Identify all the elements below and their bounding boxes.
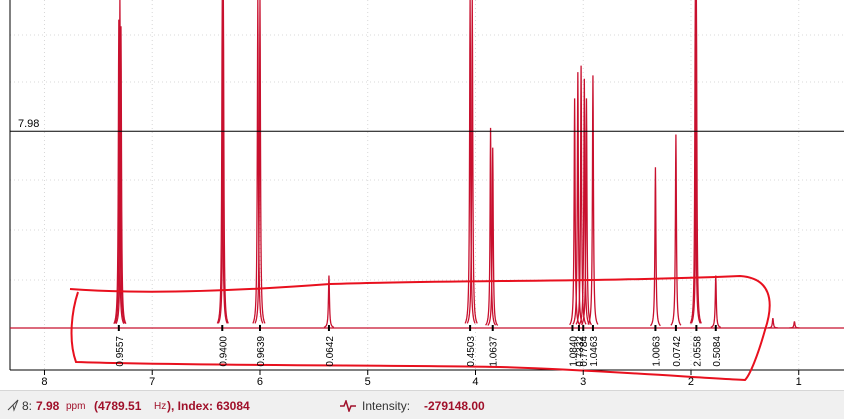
index-label: 8: [22, 399, 33, 413]
peak [115, 26, 127, 325]
x-tick-label: 8 [41, 376, 47, 388]
integral-label: 0.7332 [575, 336, 586, 367]
peak [587, 75, 599, 325]
integral-label: 0.9400 [218, 336, 229, 367]
cursor-label: 7.98 [18, 118, 39, 130]
peak [254, 0, 266, 324]
intensity-value: -279148.00 [424, 399, 485, 413]
annotation-loop [69, 274, 771, 382]
index-text: ), Index: 63084 [167, 399, 250, 413]
peak [767, 318, 778, 329]
peak [670, 134, 682, 326]
peak [323, 275, 335, 328]
peak [789, 321, 800, 329]
x-tick-label: 1 [796, 376, 802, 388]
integral-label: 0.0642 [325, 336, 336, 367]
hz-value: (4789.51 [94, 399, 142, 413]
peak [216, 0, 228, 324]
integral-label: 0.7784 [579, 336, 590, 367]
intensity-label: Intensity: [362, 399, 411, 413]
integral-label: 0.0742 [672, 336, 683, 367]
x-tick-label: 2 [688, 376, 694, 388]
peak [217, 0, 229, 324]
integral-label: 0.9557 [115, 336, 126, 367]
peak [114, 0, 126, 324]
peak [252, 0, 264, 324]
integral-label: 1.0063 [651, 336, 662, 367]
hz-unit: Hz [154, 401, 167, 412]
x-tick-label: 4 [472, 376, 478, 388]
x-tick-label: 5 [365, 376, 371, 388]
peak [578, 78, 590, 325]
integral-label: 1.0463 [589, 336, 600, 367]
integral-label: 0.5084 [712, 336, 723, 367]
x-tick-label: 7 [149, 376, 155, 388]
grid [10, 0, 844, 370]
peak [485, 127, 497, 326]
peak [466, 0, 478, 324]
ppm-value: 7.98 [36, 399, 60, 413]
integral-label: 2.0558 [692, 336, 703, 367]
peak [113, 19, 125, 324]
peak [689, 0, 701, 324]
peak [464, 0, 476, 324]
x-tick-label: 6 [257, 376, 263, 388]
peak [487, 147, 499, 326]
integral-label: 0.4503 [466, 336, 477, 367]
integral-label: 1.0637 [489, 336, 500, 367]
x-tick-label: 3 [580, 376, 586, 388]
cursor-icon [7, 399, 19, 412]
peak [690, 0, 702, 324]
peak [649, 167, 661, 327]
spectrum-view: 7.98 8 7 6 5 4 3 2 1 0.9557 0.9400 0.9639 0.0642 0.4… [9, 0, 844, 388]
integral-label: 1.0840 [568, 336, 579, 367]
peak [710, 275, 721, 328]
intensity-icon [340, 400, 356, 412]
ppm-unit: ppm [66, 401, 86, 412]
integral-label: 0.9639 [256, 336, 267, 367]
status-bar: 8: 7.98 ppm (4789.51 Hz ), Index: 63084 … [0, 390, 844, 419]
peak [575, 65, 587, 325]
plot [10, 0, 844, 329]
